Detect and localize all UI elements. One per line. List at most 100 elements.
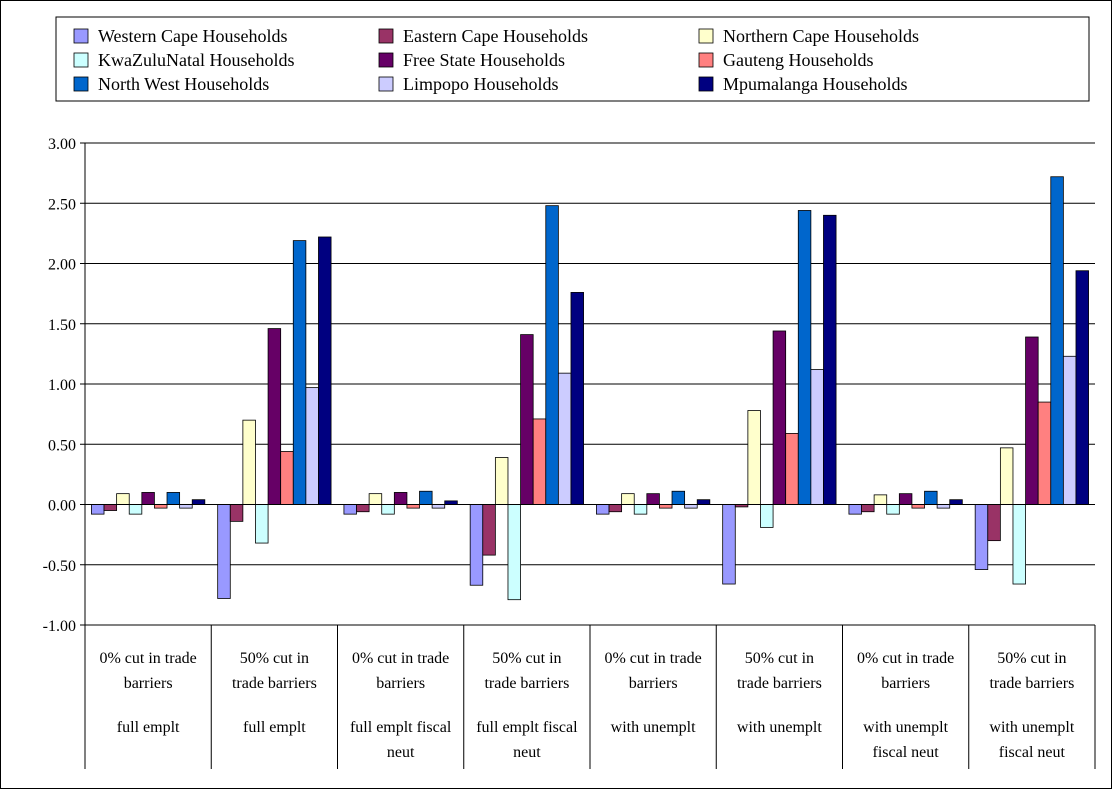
bar-northern-cape-households-1 xyxy=(116,493,130,505)
legend: Western Cape Households Eastern Cape Hous… xyxy=(55,16,1090,102)
x-category-label-line: 50% cut in xyxy=(492,650,561,667)
bar-northern-cape-households-5 xyxy=(621,493,635,505)
y-tick-label: 0.50 xyxy=(48,437,76,454)
x-category-label-line: 50% cut in xyxy=(240,650,309,667)
x-category-label-line: trade barriers xyxy=(989,675,1074,692)
y-tick-label: 3.00 xyxy=(48,136,76,153)
bar-northern-cape-households-2 xyxy=(242,419,256,505)
bar-kwazulunatal-households-7 xyxy=(886,504,900,515)
bars xyxy=(91,176,1089,601)
y-tick-label: -0.50 xyxy=(43,558,76,575)
bar-northern-cape-households-3 xyxy=(368,493,383,505)
bar-limpopo-households-5 xyxy=(684,504,698,509)
bar-western-cape-households-6 xyxy=(722,504,736,585)
bar-mpumalanga-households-6 xyxy=(823,214,837,505)
legend-label-western-cape-households: Western Cape Households xyxy=(98,26,288,46)
bar-northern-cape-households-8 xyxy=(999,447,1014,505)
bar-limpopo-households-6 xyxy=(810,369,824,505)
x-category-sublabel-line: full emplt fiscal xyxy=(350,719,452,736)
x-category-label-line: trade barriers xyxy=(232,675,317,692)
x-category-sublabel-line: fiscal neut xyxy=(873,744,940,761)
bar-eastern-cape-households-1 xyxy=(103,504,118,511)
x-category-label-line: 50% cut in xyxy=(745,650,814,667)
bar-gauteng-households-8 xyxy=(1037,401,1052,505)
bar-eastern-cape-households-2 xyxy=(229,504,244,522)
legend-box xyxy=(55,16,1090,102)
bar-limpopo-households-2 xyxy=(305,387,319,505)
bar-north-west-households-3 xyxy=(419,490,433,505)
x-category-sublabel-line: full emplt xyxy=(117,719,180,736)
x-category-label-line: 0% cut in trade xyxy=(99,650,196,667)
legend-label-gauteng-households: Gauteng Households xyxy=(723,50,873,70)
x-category-label-line: trade barriers xyxy=(484,675,569,692)
bar-limpopo-households-7 xyxy=(936,504,951,509)
bar-mpumalanga-households-7 xyxy=(949,499,963,505)
x-category-sublabel-line: neut xyxy=(387,744,415,761)
bar-gauteng-households-2 xyxy=(280,451,294,505)
x-category-sublabel-line: neut xyxy=(513,744,541,761)
bar-free-state-households-2 xyxy=(267,328,282,505)
bar-free-state-households-4 xyxy=(520,334,534,505)
y-tick-label: 2.00 xyxy=(48,257,76,274)
bar-kwazulunatal-households-1 xyxy=(128,504,143,515)
x-category-sublabel-line: with unemplt xyxy=(989,719,1074,736)
legend-label-north-west-households: North West Households xyxy=(98,74,269,94)
x-category-sublabel-line: full emplt fiscal xyxy=(476,719,578,736)
bar-eastern-cape-households-7 xyxy=(861,504,875,513)
bar-limpopo-households-1 xyxy=(179,504,193,509)
bar-limpopo-households-8 xyxy=(1062,355,1077,505)
x-category-sublabel-line: fiscal neut xyxy=(999,744,1066,761)
bar-kwazulunatal-households-8 xyxy=(1012,504,1026,585)
legend-label-northern-cape-households: Northern Cape Households xyxy=(723,26,919,46)
bar-western-cape-households-2 xyxy=(217,504,231,599)
bar-western-cape-households-1 xyxy=(91,504,105,515)
bar-western-cape-households-5 xyxy=(596,504,610,515)
bar-north-west-households-6 xyxy=(797,210,812,505)
legend-swatch-gauteng-households xyxy=(698,52,714,68)
legend-swatch-mpumalanga-households xyxy=(698,76,714,92)
bar-free-state-households-1 xyxy=(141,492,155,505)
bar-eastern-cape-households-3 xyxy=(356,504,370,513)
x-category-label-line: 0% cut in trade xyxy=(352,650,449,667)
legend-label-mpumalanga-households: Mpumalanga Households xyxy=(723,74,907,94)
bar-free-state-households-6 xyxy=(772,330,787,505)
bar-free-state-households-7 xyxy=(898,493,913,505)
x-category-label-line: 0% cut in trade xyxy=(857,650,954,667)
legend-swatch-western-cape-households xyxy=(73,28,89,44)
legend-swatch-north-west-households xyxy=(73,76,89,92)
y-tick-label: 0.00 xyxy=(48,498,76,515)
bar-kwazulunatal-households-5 xyxy=(633,504,648,515)
x-category-sublabel-line: full emplt xyxy=(243,719,306,736)
y-tick-label: -1.00 xyxy=(43,618,76,635)
bar-north-west-households-5 xyxy=(671,490,686,505)
y-tick-label: 1.50 xyxy=(48,317,76,334)
bar-mpumalanga-households-1 xyxy=(191,499,206,505)
x-category-label-line: barriers xyxy=(376,675,425,692)
bar-mpumalanga-households-4 xyxy=(570,292,584,505)
y-tick-label: 1.00 xyxy=(48,377,76,394)
bar-mpumalanga-households-2 xyxy=(318,236,332,505)
bar-gauteng-households-6 xyxy=(785,433,799,505)
bar-eastern-cape-households-4 xyxy=(482,504,496,556)
x-category-label-line: 0% cut in trade xyxy=(604,650,701,667)
bar-gauteng-households-4 xyxy=(532,418,547,505)
bar-free-state-households-3 xyxy=(393,492,408,505)
bar-western-cape-households-7 xyxy=(848,504,862,515)
x-category-label-line: 50% cut in xyxy=(997,650,1066,667)
bar-north-west-households-8 xyxy=(1050,176,1064,505)
bar-north-west-households-4 xyxy=(545,205,559,505)
y-tick-label: 2.50 xyxy=(48,196,76,213)
bar-free-state-households-5 xyxy=(646,493,660,505)
x-category-sublabel-line: with unemplt xyxy=(611,719,696,736)
legend-swatch-kwazulunatal-households xyxy=(73,52,89,68)
bar-kwazulunatal-households-6 xyxy=(760,504,774,528)
bar-eastern-cape-households-5 xyxy=(608,504,623,513)
bar-north-west-households-7 xyxy=(924,490,938,505)
legend-swatch-northern-cape-households xyxy=(698,28,714,44)
bar-northern-cape-households-7 xyxy=(873,494,888,505)
bar-kwazulunatal-households-2 xyxy=(255,504,269,544)
x-category-sublabel-line: with unemplt xyxy=(737,719,822,736)
bar-mpumalanga-households-3 xyxy=(444,500,458,505)
